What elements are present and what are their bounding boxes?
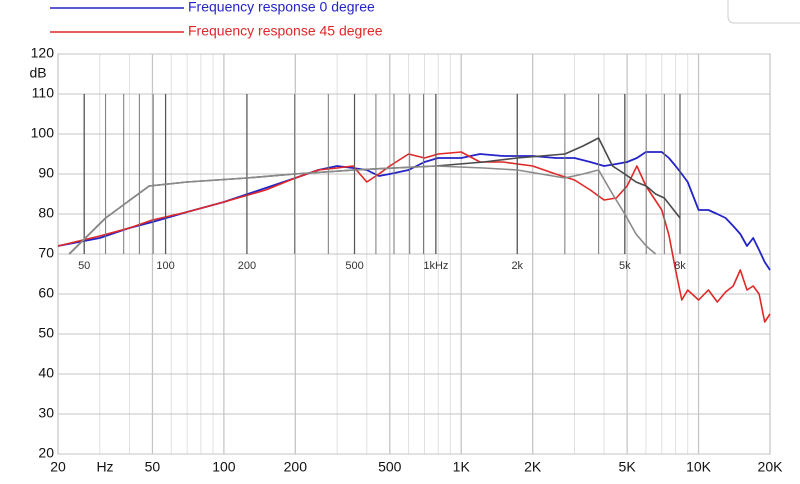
y-tick-label: 110: [32, 85, 55, 101]
x-tick-label: 200: [284, 459, 308, 475]
x-tick-label: 1K: [453, 459, 471, 475]
x-tick-label: 8k: [674, 260, 686, 272]
y-tick-label: 80: [38, 205, 54, 221]
series-line: [57, 151, 771, 323]
y-tick-label: 90: [38, 165, 54, 181]
x-tick-label: 50: [78, 260, 90, 272]
x-tick-label: 50: [145, 459, 161, 475]
x-tick-label: 500: [345, 260, 363, 272]
x-tick-label: 100: [212, 459, 236, 475]
ui-box: [727, 0, 800, 24]
y-tick-label: 40: [38, 365, 54, 381]
series-line: [68, 165, 657, 255]
y-axis-label: dB: [29, 65, 46, 81]
legend-label: Frequency response 45 degree: [188, 23, 383, 39]
series-line: [57, 151, 771, 271]
x-tick-label: 5k: [619, 260, 631, 272]
x-tick-label: 500: [378, 459, 402, 475]
y-tick-label: 50: [38, 325, 54, 341]
x-tick-label: 20: [50, 459, 66, 475]
y-tick-label: 100: [31, 125, 55, 141]
y-tick-label: 70: [38, 245, 54, 261]
x-tick-label: 100: [156, 260, 174, 272]
x-tick-label: 5K: [619, 459, 637, 475]
x-tick-label: 200: [238, 260, 256, 272]
series-line: [68, 137, 681, 255]
y-tick-label: 60: [38, 285, 54, 301]
x-tick-label: 20K: [758, 459, 784, 475]
y-tick-label: 20: [38, 445, 54, 461]
x-tick-label: 2k: [511, 260, 523, 272]
legend-label: Frequency response 0 degree: [188, 0, 375, 15]
x-tick-label: 1kHz: [423, 260, 448, 272]
y-tick-label: 120: [31, 45, 55, 61]
x-axis-label: Hz: [96, 459, 113, 475]
x-tick-label: 2K: [524, 459, 542, 475]
y-tick-label: 30: [38, 405, 54, 421]
x-tick-label: 10K: [686, 459, 712, 475]
